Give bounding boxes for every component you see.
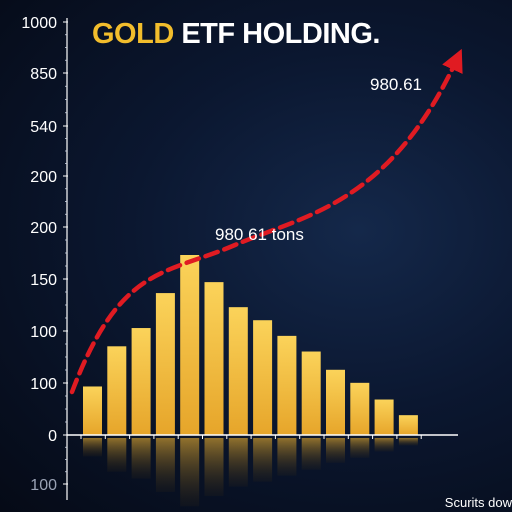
bar-14 <box>398 415 418 435</box>
bar-1 <box>83 386 102 435</box>
title-white-part: ETF HOLDING. <box>173 18 380 50</box>
y-tick-label: 100 <box>30 376 57 393</box>
bar-reflection-5 <box>180 438 200 507</box>
title-gold-part: GOLD <box>92 18 174 50</box>
bar-reflection-1 <box>83 438 102 457</box>
y-tick-label: 150 <box>30 272 57 289</box>
bar-2 <box>107 346 127 435</box>
bar-reflection-7 <box>228 438 248 487</box>
bar-reflection-2 <box>107 438 127 472</box>
bars-group <box>83 255 418 435</box>
bar-reflection-12 <box>350 438 370 458</box>
bar-12 <box>350 382 370 435</box>
bar-8 <box>253 320 273 435</box>
y-tick-label: 540 <box>30 119 57 136</box>
y-tick-label: 100 <box>30 324 57 341</box>
y-tick-label: 100 <box>30 477 57 494</box>
y-tick-label: 200 <box>30 220 57 237</box>
y-tick-label: 1000 <box>21 15 57 32</box>
bar-9 <box>277 335 297 435</box>
bar-reflection-14 <box>398 438 418 446</box>
bar-3 <box>131 328 151 435</box>
bar-7 <box>228 307 248 435</box>
bar-reflection-13 <box>374 438 394 452</box>
annotation-arrow-end: 980.61 <box>370 75 422 94</box>
bar-5 <box>180 255 200 435</box>
bar-reflection-3 <box>131 438 151 479</box>
footer-caption: Scurits dow <box>444 495 512 510</box>
y-tick-label: 200 <box>30 169 57 186</box>
bar-11 <box>326 369 345 435</box>
y-tick-label: 0 <box>48 428 57 445</box>
bar-reflection-4 <box>155 438 175 492</box>
axes <box>66 18 458 500</box>
bar-10 <box>301 351 321 435</box>
y-tick-label: 850 <box>30 66 57 83</box>
annotation-bar-peak: 980 61 tons <box>215 225 304 244</box>
bar-reflections <box>83 438 418 507</box>
bar-reflection-8 <box>253 438 273 482</box>
bar-4 <box>155 293 175 435</box>
bar-reflection-11 <box>326 438 345 463</box>
bar-reflection-6 <box>204 438 224 497</box>
bar-13 <box>374 399 394 435</box>
trend-arrow <box>69 48 463 395</box>
chart-title: GOLD ETF HOLDING. <box>92 18 380 51</box>
bar-reflection-9 <box>277 438 297 476</box>
bar-6 <box>204 282 224 435</box>
bar-reflection-10 <box>301 438 321 470</box>
